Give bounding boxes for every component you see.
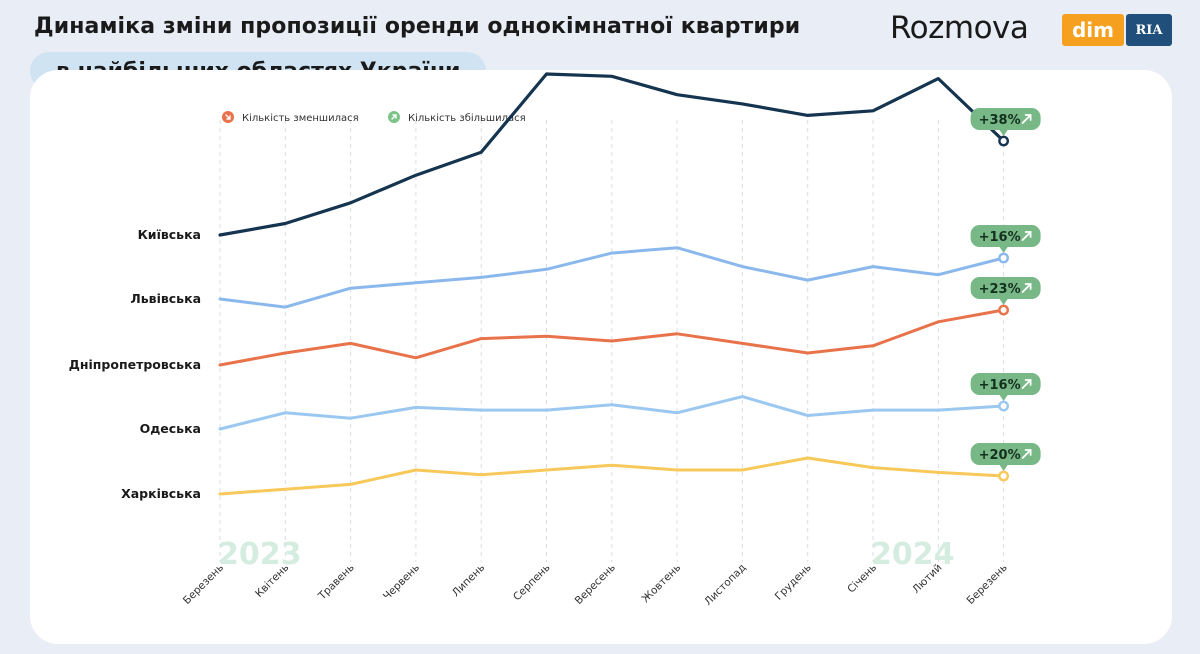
change-badge — [970, 225, 1041, 247]
series-label: Дніпропетровська — [69, 357, 201, 372]
series-end-point — [998, 252, 1009, 264]
x-tick-label: Листопад — [702, 562, 748, 608]
x-tick-label: Липень — [450, 562, 488, 600]
badge-pointer — [999, 299, 1008, 305]
x-tick-label: Березень — [181, 562, 226, 607]
series-label: Харківська — [121, 486, 201, 501]
up-right-arrow-icon — [1021, 114, 1032, 124]
x-tick-label: Червень — [381, 562, 422, 603]
series-line — [218, 72, 1006, 237]
up-right-arrow-icon — [1021, 379, 1032, 389]
series-line — [218, 395, 1006, 431]
x-tick-label: Вересень — [573, 562, 618, 607]
change-value-label: +20% — [979, 448, 1021, 463]
x-tick-label: Січень — [845, 562, 879, 596]
badge-pointer — [999, 465, 1008, 471]
badge-pointer — [999, 395, 1008, 401]
chart-card — [30, 70, 1172, 644]
series-label: Одеська — [140, 421, 201, 436]
series-line — [218, 456, 1006, 496]
x-tick-label: Березень — [965, 562, 1010, 607]
change-value-label: +38% — [979, 113, 1021, 128]
series-label: Львівська — [130, 291, 201, 306]
ria-logo: RIA — [1126, 14, 1172, 46]
badge-pointer — [999, 130, 1008, 136]
series-end-point — [998, 470, 1009, 482]
change-badge — [970, 373, 1041, 395]
change-value-label: +16% — [979, 378, 1021, 393]
legend-label: Кількість зменшилася — [242, 112, 359, 124]
series-end-point — [998, 304, 1009, 316]
series-line — [218, 246, 1006, 309]
change-badge — [970, 277, 1041, 299]
series-label: Київська — [138, 227, 201, 242]
x-tick-label: Травень — [316, 562, 357, 603]
up-right-arrow-icon — [1021, 231, 1032, 241]
legend-label: Кількість збільшилася — [408, 112, 526, 124]
x-tick-label: Грудень — [773, 562, 814, 603]
dim-logo: dim — [1062, 14, 1124, 46]
x-tick-label: Жовтень — [640, 562, 684, 606]
change-badge — [970, 443, 1041, 465]
badge-pointer — [999, 247, 1008, 253]
year-label: 2023 — [218, 537, 302, 572]
change-badge — [970, 108, 1041, 130]
series-end-point — [998, 135, 1009, 147]
series-line — [218, 308, 1006, 367]
year-label: 2024 — [871, 537, 955, 572]
legend-arrow — [225, 114, 231, 120]
change-value-label: +16% — [979, 230, 1021, 245]
series-end-point — [998, 400, 1009, 412]
chart-title-line-1: Динаміка зміни пропозиції оренди однокім… — [34, 14, 801, 39]
change-value-label: +23% — [979, 282, 1021, 297]
up-right-arrow-icon — [1021, 283, 1032, 293]
rozmova-logo: Rozmova — [890, 10, 1029, 46]
up-right-arrow-icon — [1021, 449, 1032, 459]
x-tick-label: Серпень — [511, 562, 553, 604]
legend-arrow — [391, 114, 397, 120]
